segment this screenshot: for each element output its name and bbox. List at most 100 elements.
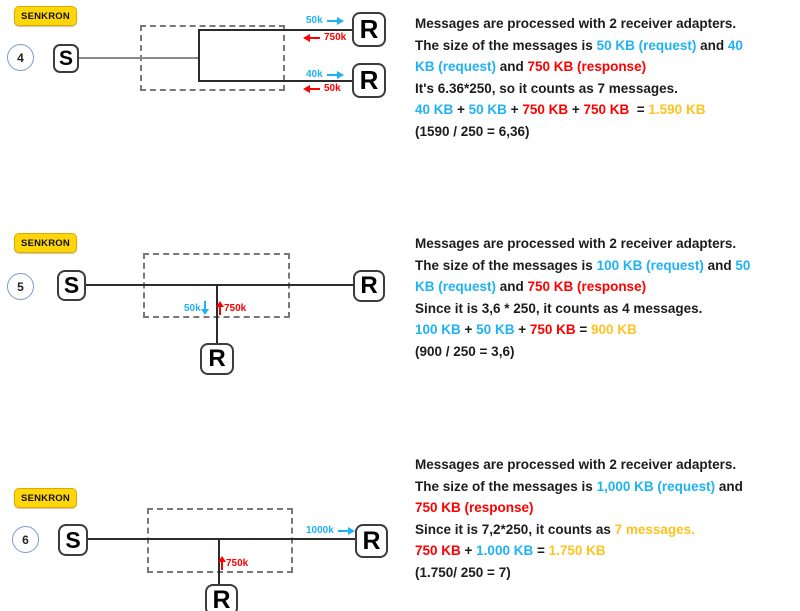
flow-size-label: 50k (324, 83, 341, 94)
flow-label-response-bottom: 50k (303, 83, 341, 94)
flow-size-label: 40k (306, 69, 323, 80)
text-segment: 100 KB (415, 322, 461, 337)
text-segment: The size of the messages is (415, 37, 597, 53)
text-segment: 50 KB (476, 322, 515, 337)
text-segment: = (575, 322, 591, 337)
receiver-node-right: R (355, 524, 388, 558)
text-line: Messages are processed with 2 receiver a… (415, 233, 800, 255)
text-line: 750 KB (response) (415, 497, 800, 519)
text-segment: + (506, 102, 523, 117)
connector-line (86, 284, 353, 286)
text-segment: 750 KB (529, 322, 576, 337)
flow-label-request-bottom: 40k (306, 69, 344, 80)
senkron-badge: SENKRON (14, 233, 77, 253)
text-segment: 1.590 KB (648, 102, 706, 117)
explanation-text: Messages are processed with 2 receiver a… (415, 13, 800, 142)
arrow-right-icon (326, 16, 344, 25)
connector-line-top (198, 29, 352, 31)
text-line: 100 KB + 50 KB + 750 KB = 900 KB (415, 319, 800, 341)
text-segment: + (568, 102, 584, 117)
arrow-left-icon (303, 84, 320, 93)
text-segment: (1.750/ 250 = 7) (415, 564, 511, 580)
text-segment: 50 (735, 257, 751, 273)
text-segment: and (496, 59, 528, 74)
arrow-up-icon (216, 301, 224, 315)
sender-node: S (53, 44, 79, 73)
receiver-node-bottom: R (200, 343, 234, 375)
text-line: Since it is 3,6 * 250, it counts as 4 me… (415, 298, 800, 320)
scenario-number-circle: 5 (7, 273, 34, 300)
text-segment: = (533, 543, 549, 558)
text-line: 40 KB + 50 KB + 750 KB + 750 KB = 1.590 … (415, 99, 800, 121)
text-line: The size of the messages is 100 KB (requ… (415, 255, 800, 277)
connector-line-bottom (198, 80, 352, 82)
text-segment: 7 messages. (614, 521, 695, 537)
receiver-node-top: R (352, 12, 386, 47)
text-segment: + (460, 322, 477, 337)
text-segment: 40 KB (415, 102, 454, 117)
explanation-text: Messages are processed with 2 receiver a… (415, 233, 800, 362)
text-segment: and (696, 37, 728, 53)
text-line: (900 / 250 = 3,6) (415, 341, 800, 363)
text-line: (1590 / 250 = 6,36) (415, 121, 800, 143)
text-segment: = (629, 102, 649, 117)
text-line: The size of the messages is 1,000 KB (re… (415, 476, 800, 498)
flow-label-response-top: 750k (303, 32, 346, 43)
flow-label-request: 50k (184, 301, 209, 315)
text-segment: It's 6.36*250, so it counts as 7 message… (415, 80, 678, 96)
flow-size-label: 50k (184, 302, 201, 314)
fork-line (198, 29, 200, 82)
connector-line (79, 57, 199, 59)
text-segment: 750 KB (response) (527, 59, 647, 74)
text-segment: 1,000 KB (request) (596, 478, 716, 494)
flow-size-label: 750k (324, 32, 347, 43)
text-line: KB (request) and 750 KB (response) (415, 56, 800, 78)
flow-size-label: 1000k (306, 525, 334, 536)
flow-size-label: 750k (226, 557, 249, 569)
text-segment: 100 KB (request) (596, 257, 704, 273)
senkron-badge: SENKRON (14, 6, 77, 26)
text-segment: and (496, 279, 528, 294)
text-segment: Messages are processed with 2 receiver a… (415, 16, 737, 31)
text-line: (1.750/ 250 = 7) (415, 562, 800, 584)
arrow-right-icon (337, 526, 355, 535)
text-segment: 50 KB (468, 102, 507, 117)
text-line: The size of the messages is 50 KB (reque… (415, 35, 800, 57)
scenario-number-circle: 4 (7, 44, 34, 71)
receiver-node-right: R (353, 270, 385, 302)
processing-boundary-box (147, 508, 293, 573)
receiver-node-bottom: R (352, 63, 386, 98)
text-segment: 750 KB (522, 102, 569, 117)
text-segment: 900 KB (591, 322, 637, 337)
text-segment: Messages are processed with 2 receiver a… (415, 236, 737, 251)
text-segment: 1.000 KB (476, 543, 534, 558)
text-segment: and (703, 257, 736, 273)
flow-label-response: 750k (218, 556, 249, 570)
text-segment: 40 (727, 37, 743, 53)
text-segment: The size of the messages is (415, 478, 597, 494)
text-line: 750 KB + 1.000 KB = 1.750 KB (415, 540, 800, 562)
text-segment: 50 KB (request) (596, 37, 697, 53)
branch-line (218, 539, 220, 585)
text-segment: and (715, 478, 743, 494)
text-segment: KB (request) (415, 59, 497, 74)
text-line: Messages are processed with 2 receiver a… (415, 13, 800, 35)
senkron-badge: SENKRON (14, 488, 77, 508)
receiver-node-bottom: R (205, 584, 238, 611)
text-segment: Since it is 7,2*250, it counts as (415, 521, 615, 537)
flow-size-label: 750k (224, 302, 247, 314)
text-segment: + (453, 102, 469, 117)
connector-line (88, 538, 355, 540)
text-segment: The size of the messages is (415, 257, 597, 273)
explanation-text: Messages are processed with 2 receiver a… (415, 454, 800, 583)
text-line: Since it is 7,2*250, it counts as 7 mess… (415, 519, 800, 541)
arrow-up-icon (218, 556, 226, 570)
text-segment: 750 KB (583, 102, 630, 117)
flow-size-label: 50k (306, 15, 323, 26)
flow-label-request: 1000k (306, 525, 355, 536)
flow-label-response: 750k (216, 301, 247, 315)
sender-node: S (57, 270, 86, 301)
text-segment: (1590 / 250 = 6,36) (415, 123, 530, 139)
text-segment: + (514, 322, 530, 337)
